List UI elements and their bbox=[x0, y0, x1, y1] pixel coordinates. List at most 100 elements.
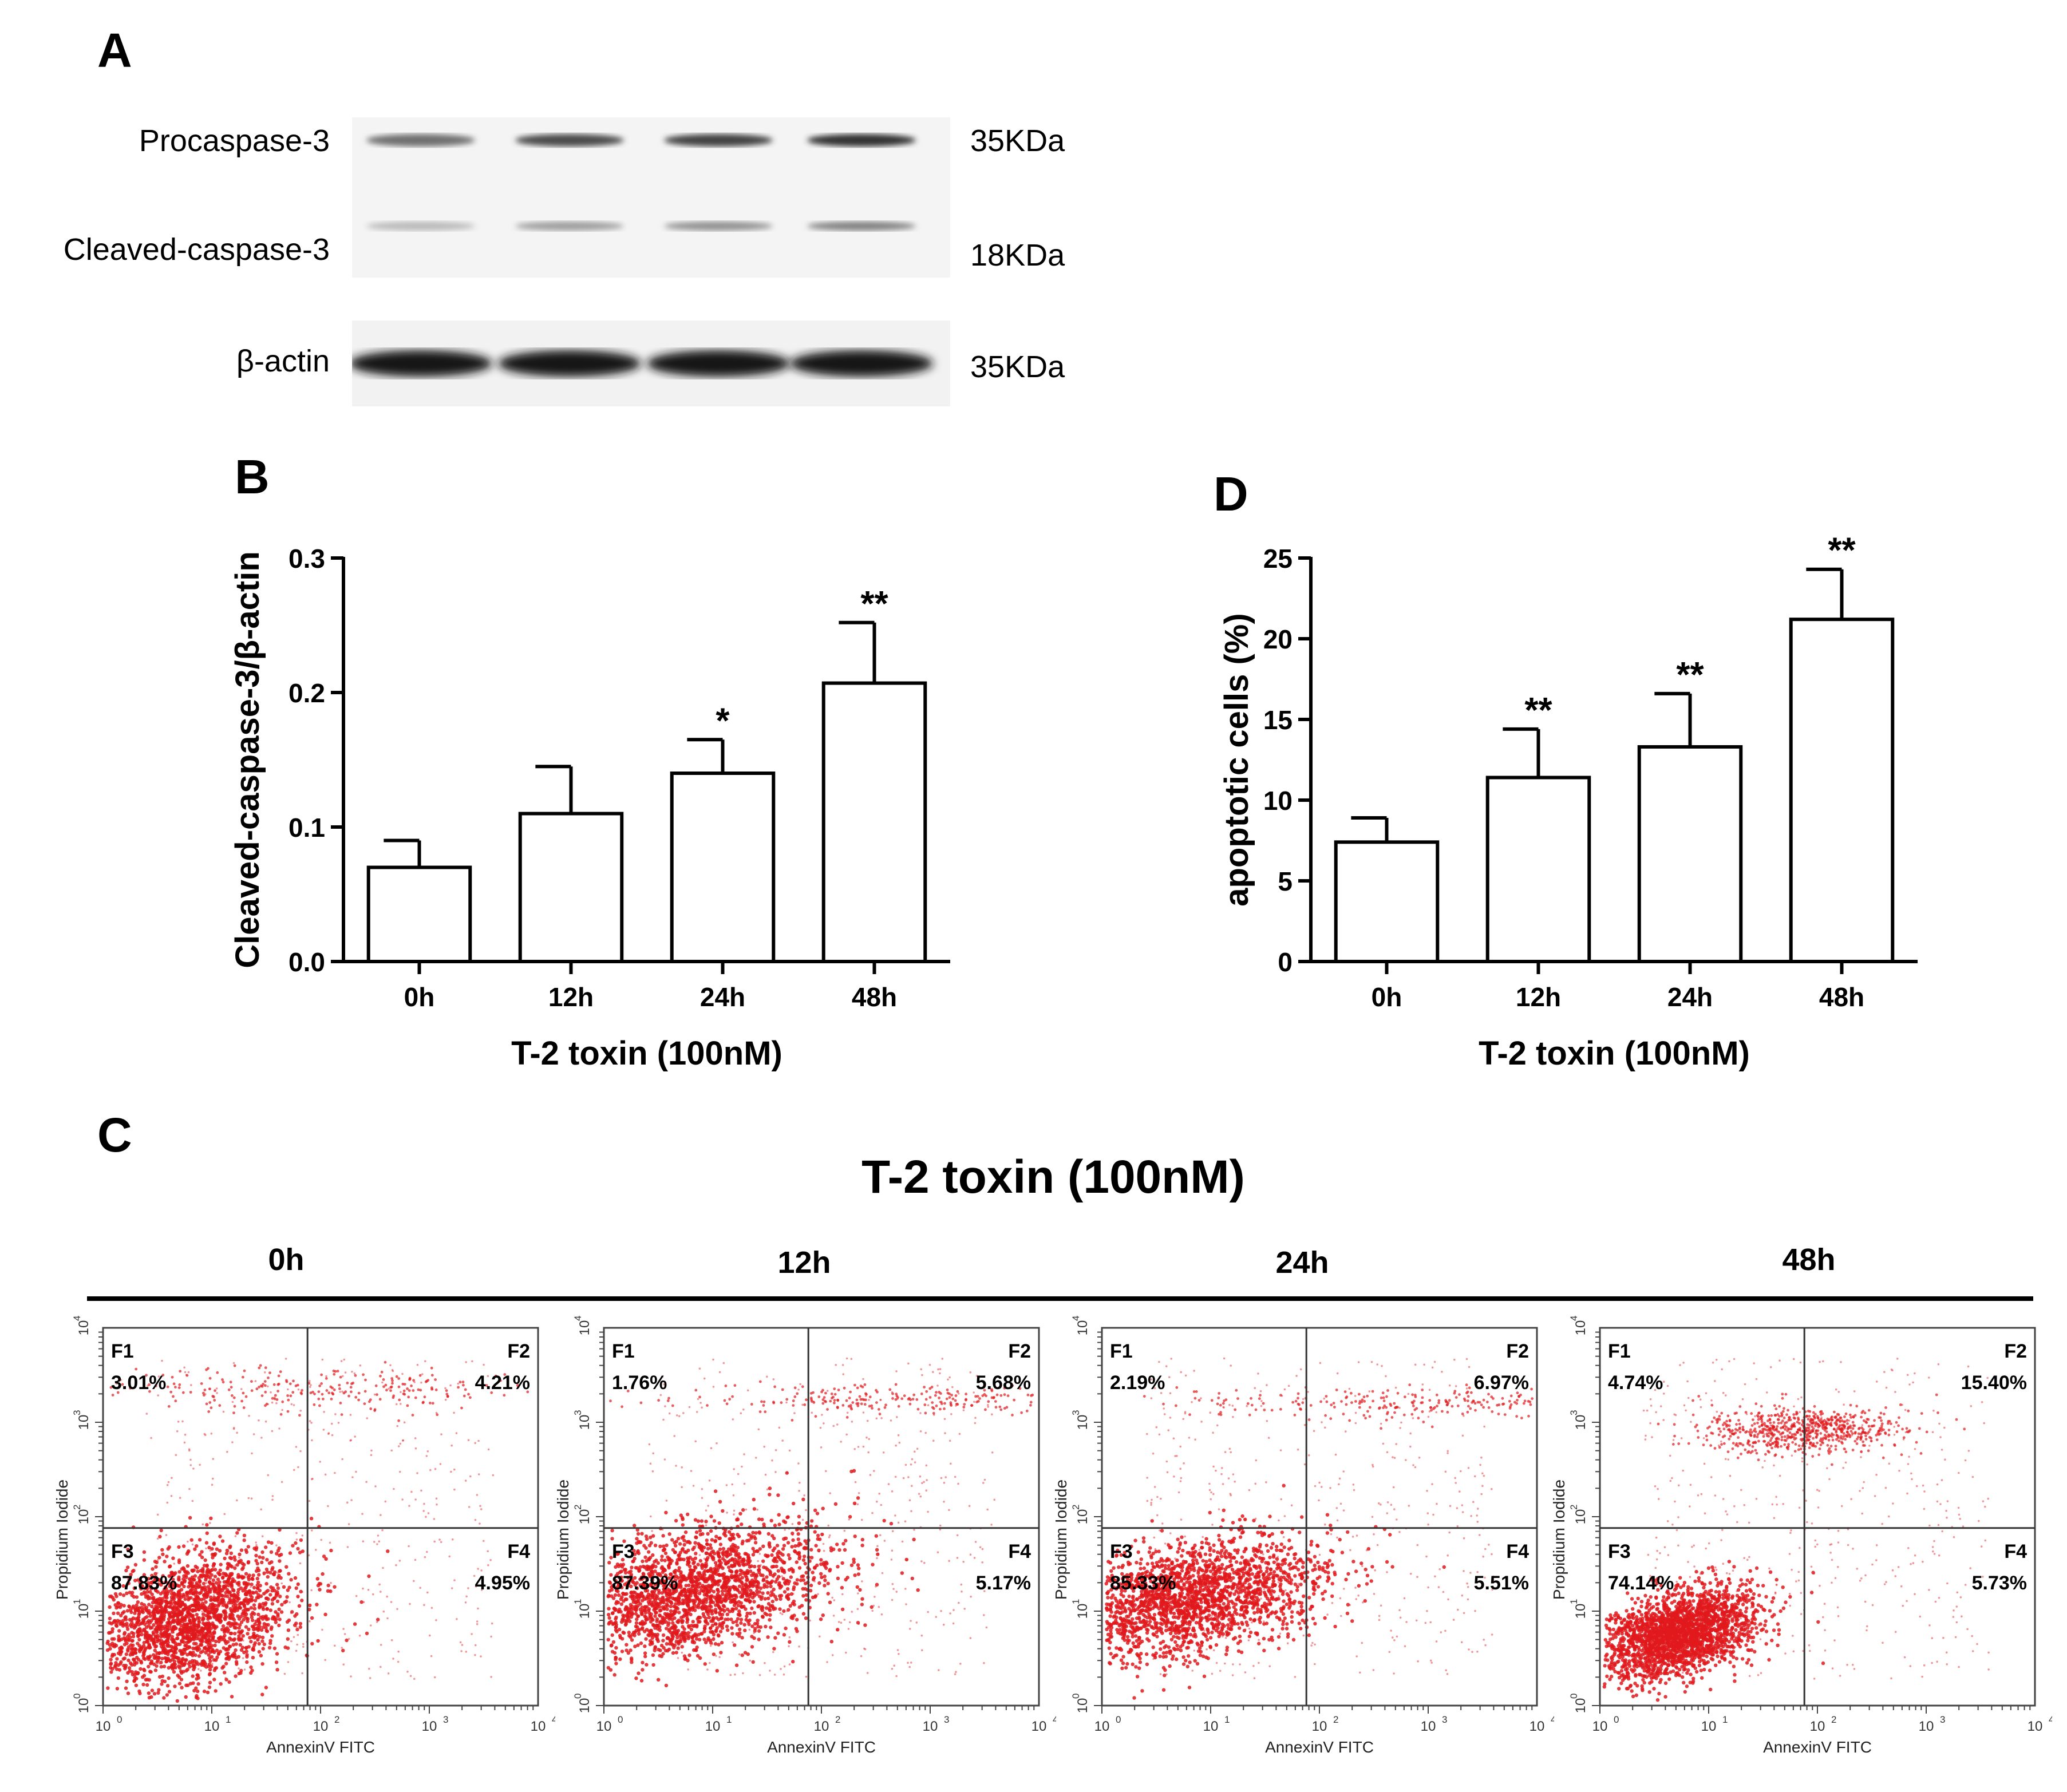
scatter-point bbox=[781, 1547, 785, 1551]
scatter-point bbox=[221, 1604, 223, 1607]
scatter-point bbox=[626, 1582, 631, 1586]
scatter-point bbox=[791, 1568, 795, 1572]
scatter-point bbox=[804, 1593, 808, 1597]
scatter-point bbox=[426, 1591, 429, 1594]
bar-12h bbox=[1485, 776, 1591, 963]
scatter-point bbox=[401, 1498, 404, 1501]
scatter-point bbox=[223, 1513, 226, 1516]
scatter-point bbox=[268, 1639, 272, 1643]
scatter-point bbox=[768, 1613, 772, 1617]
scatter-points bbox=[105, 1358, 529, 1703]
scatter-point bbox=[271, 1573, 274, 1575]
bar-0h bbox=[366, 865, 472, 963]
scatter-point bbox=[809, 1524, 813, 1528]
scatter-point bbox=[274, 1660, 279, 1664]
scatter-point bbox=[756, 1604, 760, 1609]
scatter-point bbox=[233, 1427, 235, 1429]
scatter-point bbox=[622, 1568, 627, 1572]
scatter-point bbox=[331, 1391, 334, 1395]
scatter-point bbox=[171, 1628, 175, 1632]
scatter-point bbox=[217, 1585, 222, 1589]
scatter-point bbox=[200, 1550, 204, 1554]
scatter-point bbox=[264, 1366, 267, 1370]
scatter-point bbox=[435, 1411, 438, 1414]
scatter-point bbox=[634, 1596, 638, 1600]
scatter-point bbox=[710, 1609, 714, 1613]
scatter-point bbox=[635, 1617, 639, 1621]
scatter-point bbox=[154, 1384, 157, 1387]
scatter-point bbox=[169, 1648, 173, 1653]
scatter-point bbox=[422, 1510, 425, 1512]
scatter-point bbox=[199, 1569, 203, 1573]
scatter-point bbox=[416, 1472, 418, 1474]
scatter-point bbox=[698, 1529, 702, 1533]
scatter-point bbox=[170, 1635, 174, 1639]
scatter-point bbox=[235, 1563, 239, 1567]
scatter-point bbox=[321, 1358, 324, 1361]
scatter-point bbox=[717, 1594, 721, 1598]
scatter-point bbox=[457, 1382, 460, 1385]
scatter-point bbox=[207, 1545, 211, 1550]
scatter-point bbox=[181, 1594, 186, 1598]
scatter-point bbox=[754, 1579, 758, 1583]
scatter-point bbox=[213, 1575, 218, 1579]
scatter-point bbox=[733, 1643, 737, 1647]
x-tick-label: 10 bbox=[313, 1719, 329, 1734]
scatter-point bbox=[614, 1579, 618, 1583]
scatter-point bbox=[673, 1609, 677, 1613]
scatter-point bbox=[1011, 1414, 1014, 1417]
scatter-point bbox=[155, 1560, 159, 1564]
scatter-point bbox=[962, 1406, 966, 1409]
scatter-point bbox=[256, 1593, 260, 1597]
scatter-point bbox=[374, 1384, 378, 1387]
scatter-point bbox=[664, 1598, 668, 1602]
scatter-point bbox=[396, 1425, 398, 1427]
scatter-point bbox=[164, 1609, 168, 1614]
scatter-point bbox=[829, 1640, 833, 1644]
scatter-point bbox=[740, 1595, 745, 1599]
scatter-point bbox=[149, 1659, 154, 1663]
scatter-point bbox=[607, 1561, 611, 1565]
scatter-point bbox=[651, 1553, 655, 1557]
scatter-point bbox=[852, 1469, 856, 1473]
scatter-point bbox=[147, 1643, 151, 1647]
scatter-point bbox=[169, 1582, 173, 1586]
scatter-point bbox=[382, 1378, 385, 1381]
scatter-point bbox=[970, 1404, 974, 1407]
scatter-point bbox=[725, 1554, 729, 1558]
scatter-point bbox=[192, 1664, 196, 1668]
scatter-point bbox=[822, 1561, 826, 1565]
blot-band bbox=[515, 221, 624, 231]
scatter-point bbox=[264, 1371, 266, 1374]
scatter-point bbox=[627, 1571, 631, 1575]
scatter-point bbox=[637, 1632, 641, 1636]
scatter-point bbox=[734, 1595, 738, 1599]
scatter-point bbox=[154, 1565, 158, 1569]
scatter-point bbox=[224, 1611, 228, 1615]
scatter-point bbox=[353, 1622, 357, 1626]
scatter-point bbox=[252, 1608, 255, 1610]
scatter-point bbox=[169, 1600, 173, 1604]
scatter-point bbox=[155, 1599, 157, 1601]
scatter-point bbox=[189, 1458, 192, 1461]
scatter-point bbox=[210, 1406, 213, 1410]
scatter-point bbox=[207, 1410, 211, 1413]
scatter-point bbox=[710, 1623, 715, 1628]
scatter-point bbox=[203, 1666, 206, 1668]
scatter-point bbox=[378, 1583, 381, 1586]
scatter-point bbox=[743, 1651, 748, 1655]
scatter-point bbox=[181, 1608, 185, 1612]
scatter-point bbox=[118, 1592, 122, 1596]
scatter-point bbox=[309, 1620, 311, 1623]
scatter-point bbox=[150, 1604, 154, 1609]
scatter-point bbox=[429, 1634, 431, 1637]
scatter-point bbox=[668, 1600, 672, 1604]
scatter-point bbox=[135, 1367, 138, 1371]
scatter-point bbox=[255, 1633, 259, 1638]
scatter-point bbox=[758, 1547, 762, 1551]
scatter-point bbox=[283, 1672, 286, 1675]
scatter-point bbox=[399, 1470, 401, 1473]
scatter-point bbox=[188, 1604, 192, 1608]
scatter-point bbox=[110, 1627, 114, 1631]
scatter-point bbox=[686, 1618, 690, 1622]
